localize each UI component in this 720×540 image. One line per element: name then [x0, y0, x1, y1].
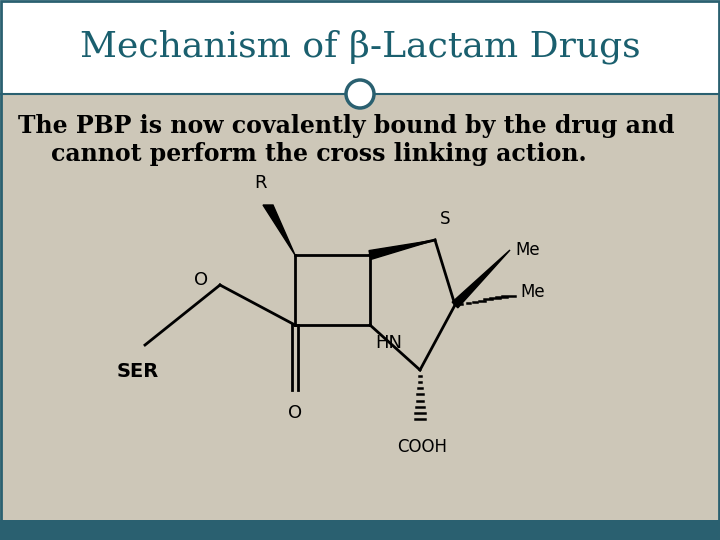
Text: HN: HN	[375, 334, 402, 352]
Polygon shape	[452, 250, 510, 308]
Text: O: O	[194, 271, 208, 289]
Text: Mechanism of β-Lactam Drugs: Mechanism of β-Lactam Drugs	[80, 30, 640, 64]
Text: R: R	[253, 174, 266, 192]
Text: Me: Me	[515, 241, 539, 259]
Text: COOH: COOH	[397, 438, 447, 456]
Bar	[0, 94, 720, 520]
Text: SER: SER	[117, 362, 159, 381]
Text: S: S	[440, 210, 451, 228]
Polygon shape	[263, 205, 295, 255]
Text: cannot perform the cross linking action.: cannot perform the cross linking action.	[18, 142, 587, 166]
Text: The PBP is now covalently bound by the drug and: The PBP is now covalently bound by the d…	[18, 114, 675, 138]
Text: Me: Me	[520, 283, 544, 301]
Text: O: O	[288, 404, 302, 422]
Circle shape	[346, 80, 374, 108]
Bar	[0, 520, 720, 540]
Bar	[0, 0, 720, 94]
Polygon shape	[369, 240, 435, 259]
